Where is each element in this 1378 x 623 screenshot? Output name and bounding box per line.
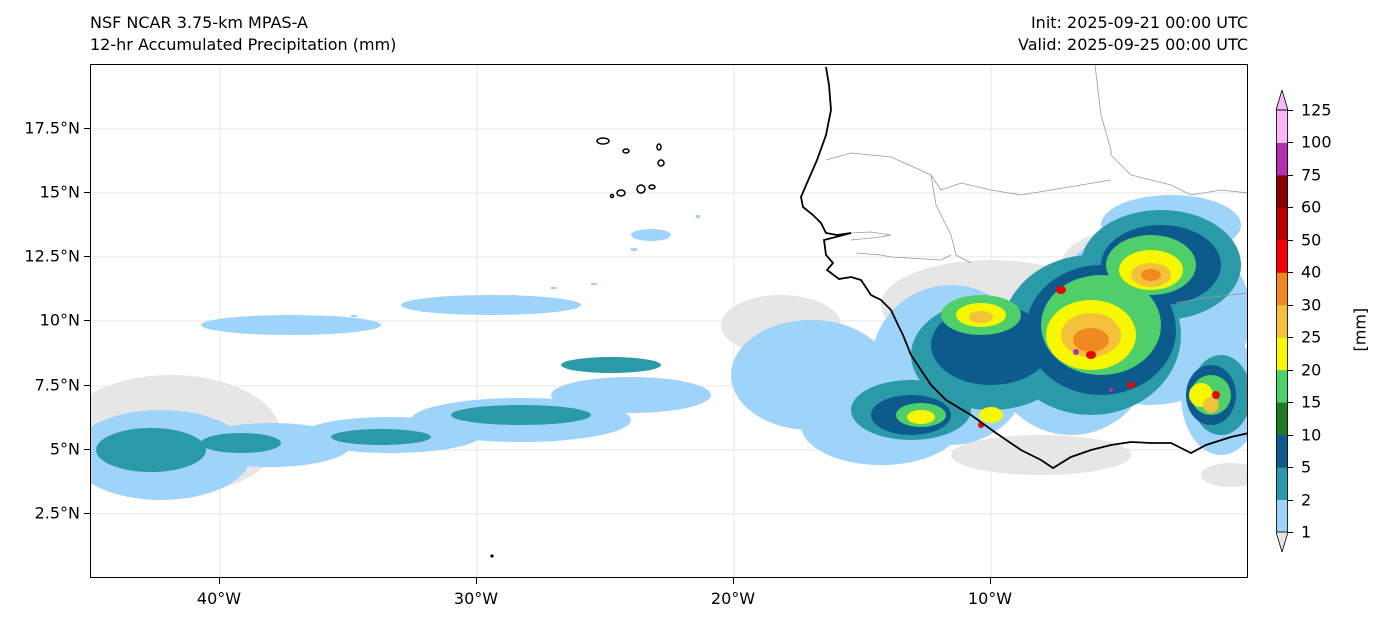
colorbar-tick-label: 25 — [1301, 327, 1322, 347]
title-left: NSF NCAR 3.75-km MPAS-A 12-hr Accumulate… — [90, 12, 396, 56]
lon-tick — [219, 578, 220, 584]
colorbar-tick — [1288, 174, 1293, 176]
colorbar-tick-label: 100 — [1301, 132, 1332, 152]
colorbar-tick — [1288, 532, 1293, 533]
lat-tick — [84, 192, 90, 193]
colorbar-extend-high — [1276, 90, 1288, 111]
colorbar-tick-label: 40 — [1301, 262, 1322, 282]
map-panel — [90, 64, 1248, 578]
colorbar-tick-label: 1 — [1301, 522, 1312, 542]
colorbar-tick-label: 60 — [1301, 197, 1322, 217]
colorbar-tick — [1288, 239, 1293, 241]
lat-tick — [84, 385, 90, 386]
colorbar-swatch — [1276, 174, 1288, 208]
colorbar-tick — [1288, 467, 1293, 469]
colorbar-tick — [1288, 207, 1293, 209]
lon-label: 20°W — [710, 589, 756, 608]
cabo-verde-islands — [596, 137, 665, 199]
precip-40mm — [1073, 269, 1161, 352]
valid-time: Valid: 2025-09-25 00:00 UTC — [1017, 35, 1248, 54]
colorbar-tick-label: 50 — [1301, 230, 1322, 250]
lat-label: 2.5°N — [34, 503, 80, 523]
precip-75mm — [1073, 349, 1113, 392]
lon-label: 40°W — [196, 589, 242, 608]
precip-50mm — [978, 286, 1220, 428]
colorbar-tick-label: 30 — [1301, 295, 1322, 315]
colorbar-swatch — [1276, 272, 1288, 306]
lat-label: 5°N — [49, 439, 80, 459]
colorbar — [1276, 90, 1288, 552]
lat-tick — [84, 128, 90, 129]
colorbar-swatch — [1276, 434, 1288, 468]
lat-label: 15°N — [39, 182, 80, 202]
coastline — [800, 66, 1247, 470]
lon-tick — [476, 578, 477, 584]
colorbar-tick-label: 5 — [1301, 457, 1312, 477]
lat-tick — [84, 256, 90, 257]
colorbar-tick-label: 75 — [1301, 165, 1322, 185]
colorbar-tick-label: 20 — [1301, 360, 1322, 380]
lat-label: 17.5°N — [24, 118, 80, 138]
colorbar-tick — [1288, 110, 1293, 111]
lon-tick — [733, 578, 734, 584]
colorbar-tick-label: 15 — [1301, 392, 1322, 412]
colorbar-tick — [1288, 272, 1293, 274]
colorbar-tick-label: 10 — [1301, 425, 1322, 445]
lat-label: 12.5°N — [24, 246, 80, 266]
map-canvas — [91, 65, 1247, 577]
colorbar-swatch — [1276, 110, 1288, 143]
colorbar-tick — [1288, 142, 1293, 144]
lat-tick — [84, 449, 90, 450]
colorbar-tick — [1288, 434, 1293, 436]
country-borders — [825, 65, 1247, 304]
colorbar-unit: [mm] — [1350, 307, 1370, 352]
colorbar-tick — [1288, 402, 1293, 404]
island-dot — [490, 554, 494, 558]
init-time: Init: 2025-09-21 00:00 UTC — [1030, 13, 1248, 32]
lon-label: 10°W — [967, 589, 1013, 608]
colorbar-tick — [1288, 337, 1293, 339]
colorbar-swatch — [1276, 499, 1288, 533]
colorbar-swatch — [1276, 239, 1288, 273]
lat-tick — [84, 513, 90, 514]
colorbar-tick — [1288, 304, 1293, 306]
colorbar-tick-label: 125 — [1301, 100, 1332, 120]
colorbar-extend-low — [1276, 531, 1288, 552]
lat-label: 7.5°N — [34, 375, 80, 395]
colorbar-tick — [1288, 499, 1293, 501]
lat-tick — [84, 320, 90, 321]
lat-label: 10°N — [39, 310, 80, 330]
colorbar-swatch — [1276, 337, 1288, 371]
colorbar-swatch — [1276, 304, 1288, 338]
title-right: Init: 2025-09-21 00:00 UTC Valid: 2025-0… — [1018, 12, 1248, 56]
precip-ocean-streaks — [221, 215, 700, 329]
colorbar-swatch — [1276, 369, 1288, 403]
colorbar-swatch — [1276, 467, 1288, 501]
lon-label: 30°W — [453, 589, 499, 608]
lon-tick — [990, 578, 991, 584]
colorbar-tick-label: 2 — [1301, 490, 1312, 510]
model-title: NSF NCAR 3.75-km MPAS-A — [90, 13, 308, 32]
colorbar-swatch — [1276, 142, 1288, 176]
colorbar-outline — [1276, 109, 1288, 533]
colorbar-tick — [1288, 369, 1293, 371]
colorbar-swatch — [1276, 402, 1288, 436]
colorbar-swatch — [1276, 207, 1288, 241]
product-title: 12-hr Accumulated Precipitation (mm) — [90, 35, 397, 54]
